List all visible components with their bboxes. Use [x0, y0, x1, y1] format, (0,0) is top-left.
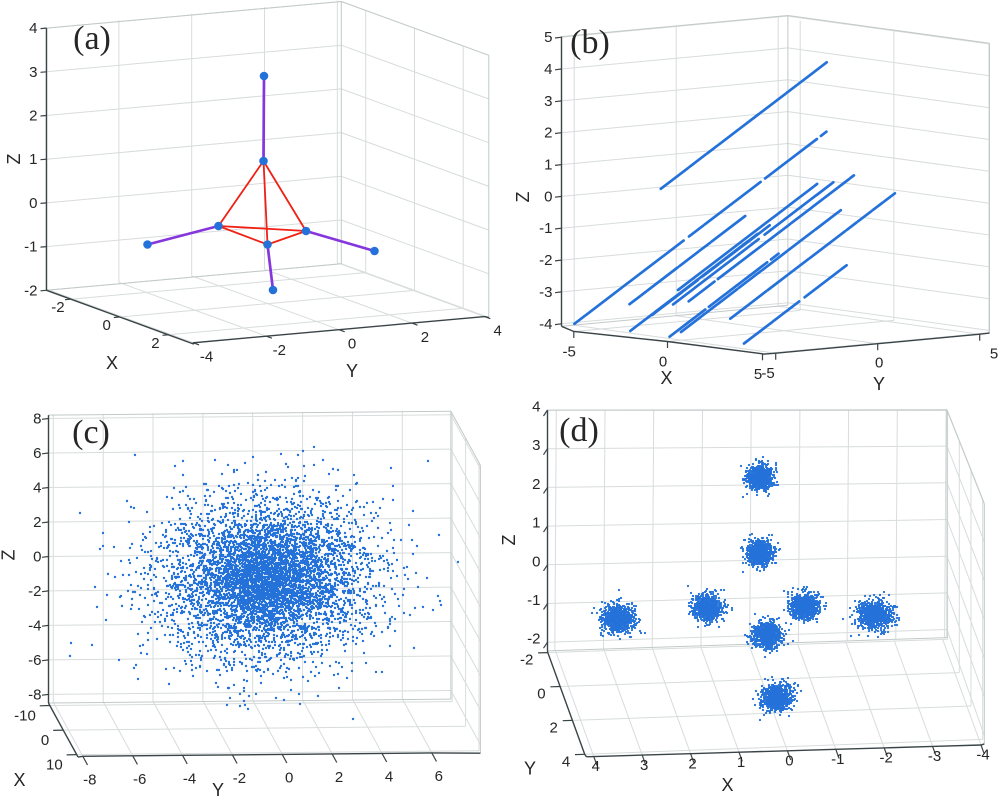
svg-text:0: 0 [285, 769, 293, 786]
svg-text:4: 4 [494, 322, 502, 339]
svg-text:0: 0 [33, 549, 41, 566]
svg-text:-1: -1 [831, 751, 844, 768]
svg-text:4: 4 [562, 753, 570, 770]
svg-text:-4: -4 [183, 770, 196, 787]
svg-text:-5: -5 [563, 344, 576, 361]
svg-text:-2: -2 [273, 342, 286, 359]
svg-text:3: 3 [532, 437, 540, 454]
svg-text:Z: Z [499, 535, 519, 546]
svg-text:4: 4 [532, 399, 540, 416]
svg-text:-2: -2 [880, 750, 893, 767]
svg-text:2: 2 [544, 125, 552, 142]
svg-text:-4: -4 [539, 316, 552, 333]
svg-text:Z: Z [513, 192, 533, 203]
svg-text:0: 0 [875, 354, 883, 371]
svg-text:6: 6 [435, 768, 443, 785]
svg-text:-4: -4 [200, 349, 213, 366]
svg-text:Y: Y [212, 780, 224, 800]
svg-text:-4: -4 [976, 747, 989, 764]
svg-text:-2: -2 [527, 631, 540, 648]
svg-text:(b): (b) [570, 24, 610, 61]
svg-text:-3: -3 [539, 284, 552, 301]
svg-text:X: X [13, 770, 25, 790]
svg-text:-2: -2 [539, 252, 552, 269]
svg-text:-5: -5 [761, 365, 774, 382]
svg-text:0: 0 [544, 188, 552, 205]
svg-text:-3: -3 [928, 748, 941, 765]
svg-text:1: 1 [544, 157, 552, 174]
svg-text:Y: Y [524, 759, 536, 779]
svg-text:X: X [660, 368, 672, 388]
svg-text:-6: -6 [133, 771, 146, 788]
svg-text:0: 0 [103, 317, 111, 334]
svg-text:1: 1 [737, 754, 745, 771]
svg-text:-4: -4 [28, 617, 41, 634]
svg-text:4: 4 [385, 768, 393, 785]
svg-text:4: 4 [544, 61, 552, 78]
svg-text:0: 0 [537, 686, 545, 703]
svg-text:-10: -10 [14, 708, 36, 725]
svg-text:-2: -2 [24, 282, 37, 299]
svg-text:3: 3 [544, 93, 552, 110]
svg-text:1: 1 [29, 151, 37, 168]
svg-text:2: 2 [151, 335, 159, 352]
svg-text:-1: -1 [539, 220, 552, 237]
svg-text:0: 0 [785, 752, 793, 769]
svg-text:0: 0 [29, 195, 37, 212]
svg-text:3: 3 [29, 64, 37, 81]
svg-text:0: 0 [532, 553, 540, 570]
svg-text:Z: Z [0, 550, 19, 561]
svg-text:-2: -2 [28, 583, 41, 600]
svg-text:-1: -1 [527, 592, 540, 609]
svg-text:5: 5 [544, 29, 552, 46]
svg-text:2: 2 [688, 755, 696, 772]
svg-text:2: 2 [33, 514, 41, 531]
svg-text:3: 3 [640, 757, 648, 774]
svg-text:Y: Y [873, 374, 885, 394]
svg-text:0: 0 [659, 354, 667, 371]
svg-text:-8: -8 [28, 686, 41, 703]
svg-text:4: 4 [29, 20, 37, 37]
svg-text:2: 2 [421, 329, 429, 346]
svg-text:8: 8 [33, 411, 41, 428]
svg-text:X: X [106, 353, 118, 373]
svg-text:(d): (d) [559, 412, 599, 449]
svg-text:5: 5 [990, 346, 998, 363]
svg-text:0: 0 [348, 336, 356, 353]
svg-text:2: 2 [550, 719, 558, 736]
svg-text:1: 1 [532, 515, 540, 532]
svg-text:0: 0 [41, 732, 49, 749]
svg-text:Y: Y [346, 361, 358, 381]
svg-text:-2: -2 [51, 299, 64, 316]
svg-text:5: 5 [754, 366, 762, 383]
svg-text:-8: -8 [83, 771, 96, 788]
svg-text:X: X [721, 775, 733, 795]
svg-text:10: 10 [46, 757, 63, 774]
svg-text:(a): (a) [73, 20, 111, 57]
svg-text:Z: Z [4, 154, 24, 165]
svg-text:2: 2 [335, 769, 343, 786]
svg-text:-6: -6 [28, 652, 41, 669]
svg-text:2: 2 [532, 476, 540, 493]
svg-text:4: 4 [592, 758, 600, 775]
svg-text:-1: -1 [24, 239, 37, 256]
svg-text:6: 6 [33, 445, 41, 462]
svg-text:-2: -2 [233, 770, 246, 787]
svg-text:(c): (c) [72, 414, 110, 451]
svg-text:-2: -2 [520, 652, 533, 669]
svg-text:2: 2 [29, 108, 37, 125]
svg-text:4: 4 [33, 480, 41, 497]
